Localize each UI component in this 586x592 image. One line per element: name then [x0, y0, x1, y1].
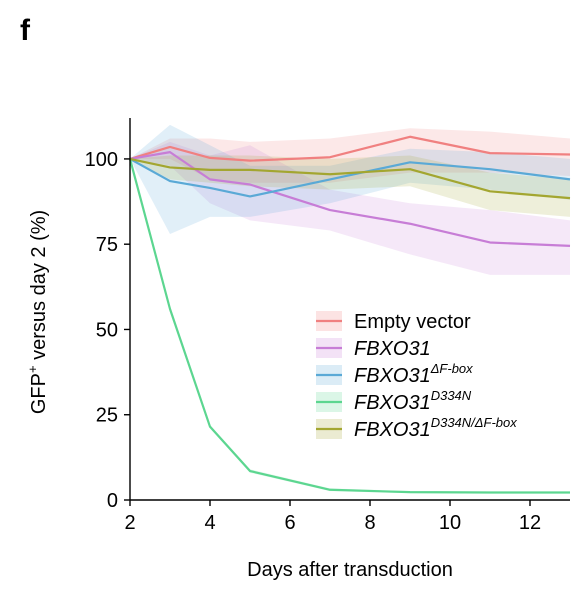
y-axis-title-rest: versus day 2 (%)	[28, 210, 50, 366]
y-tick-label: 75	[96, 234, 118, 256]
legend-label-main: Empty vector	[354, 311, 471, 333]
legend-label-4: FBXO31D334N/ΔF-box	[354, 415, 517, 441]
series-line-2	[129, 157, 571, 198]
series-line-1	[129, 151, 571, 248]
legend: Empty vectorFBXO31FBXO31ΔF-boxFBXO31D334…	[316, 311, 517, 441]
series-line-0	[129, 135, 571, 162]
legend-label-main: FBXO31	[354, 338, 431, 360]
x-tick-label: 10	[439, 512, 461, 534]
y-tick-label: 25	[96, 405, 118, 427]
x-tick-label: 6	[284, 512, 295, 534]
legend-label-1: FBXO31	[354, 338, 431, 360]
legend-label-main: FBXO31	[354, 419, 431, 441]
x-axis-title: Days after transduction	[247, 559, 453, 581]
legend-label-2: FBXO31ΔF-box	[354, 361, 473, 387]
series-line-3	[128, 158, 570, 494]
x-tick-label: 2	[124, 512, 135, 534]
legend-label-main: FBXO31	[354, 365, 431, 387]
y-tick-label: 0	[107, 490, 118, 512]
legend-label-sup: ΔF-box	[430, 361, 473, 376]
legend-label-3: FBXO31D334N	[354, 388, 472, 414]
y-axis-title-main: GFP	[28, 373, 50, 414]
legend-label-0: Empty vector	[354, 311, 471, 333]
x-tick-label: 4	[204, 512, 215, 534]
series-line-4	[129, 157, 571, 200]
y-tick-label: 50	[96, 319, 118, 341]
x-ticks: 2 4 6 8 10 12	[124, 500, 541, 534]
x-tick-label: 8	[364, 512, 375, 534]
series-band-2	[130, 124, 570, 234]
panel-label: f	[20, 14, 30, 47]
axes	[129, 118, 570, 501]
y-tick-label: 100	[85, 149, 118, 171]
y-axis-title-sup: +	[25, 365, 40, 373]
legend-label-main: FBXO31	[354, 392, 431, 414]
series-band-1	[130, 141, 570, 275]
y-ticks: 0 25 50 75 100	[85, 149, 130, 512]
series-lines	[128, 135, 571, 494]
x-tick-label: 12	[519, 512, 541, 534]
confidence-bands	[130, 124, 570, 494]
y-axis-title: GFP+ versus day 2 (%)	[25, 210, 50, 414]
legend-label-sup: D334N	[431, 388, 472, 403]
legend-label-sup: D334N/ΔF-box	[431, 415, 518, 430]
